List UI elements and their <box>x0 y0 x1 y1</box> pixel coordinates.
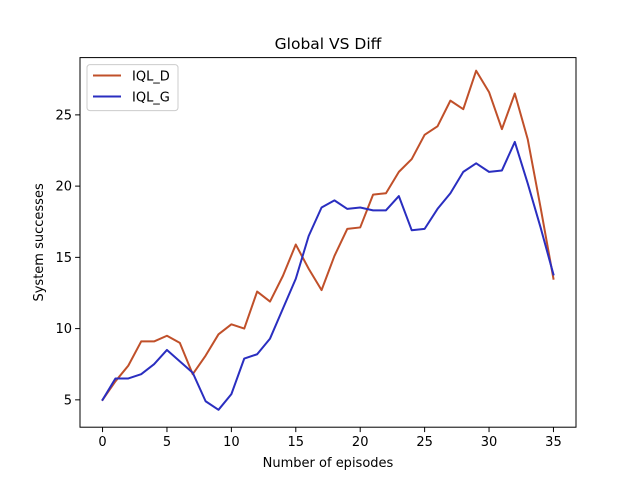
x-tick-label: 25 <box>416 435 433 450</box>
x-tick-label: 35 <box>545 435 562 450</box>
y-tick-label: 25 <box>55 108 72 123</box>
x-tick-label: 20 <box>352 435 369 450</box>
y-tick-label: 5 <box>64 393 72 408</box>
x-tick-label: 5 <box>163 435 171 450</box>
x-tick-label: 15 <box>288 435 305 450</box>
y-tick-label: 15 <box>55 251 72 266</box>
legend-label: IQL_G <box>132 90 170 105</box>
legend: IQL_D IQL_G <box>86 64 179 112</box>
x-axis: 0 5 10 15 20 25 30 35 <box>98 427 562 450</box>
chart-title: Global VS Diff <box>275 35 382 53</box>
series-line-iql-d <box>101 69 555 402</box>
x-tick-label: 10 <box>223 435 240 450</box>
y-axis-label: System successes <box>32 183 47 301</box>
x-axis-label: Number of episodes <box>263 456 394 471</box>
x-tick-label: 30 <box>481 435 498 450</box>
series-lines <box>101 69 555 411</box>
y-axis: 5 10 15 20 25 <box>55 108 80 408</box>
x-tick-label: 0 <box>98 435 106 450</box>
y-tick-label: 10 <box>55 322 72 337</box>
y-tick-label: 20 <box>55 180 72 195</box>
series-line-iql-g <box>101 140 555 411</box>
plot-frame <box>79 57 577 428</box>
legend-label: IQL_D <box>132 69 170 84</box>
